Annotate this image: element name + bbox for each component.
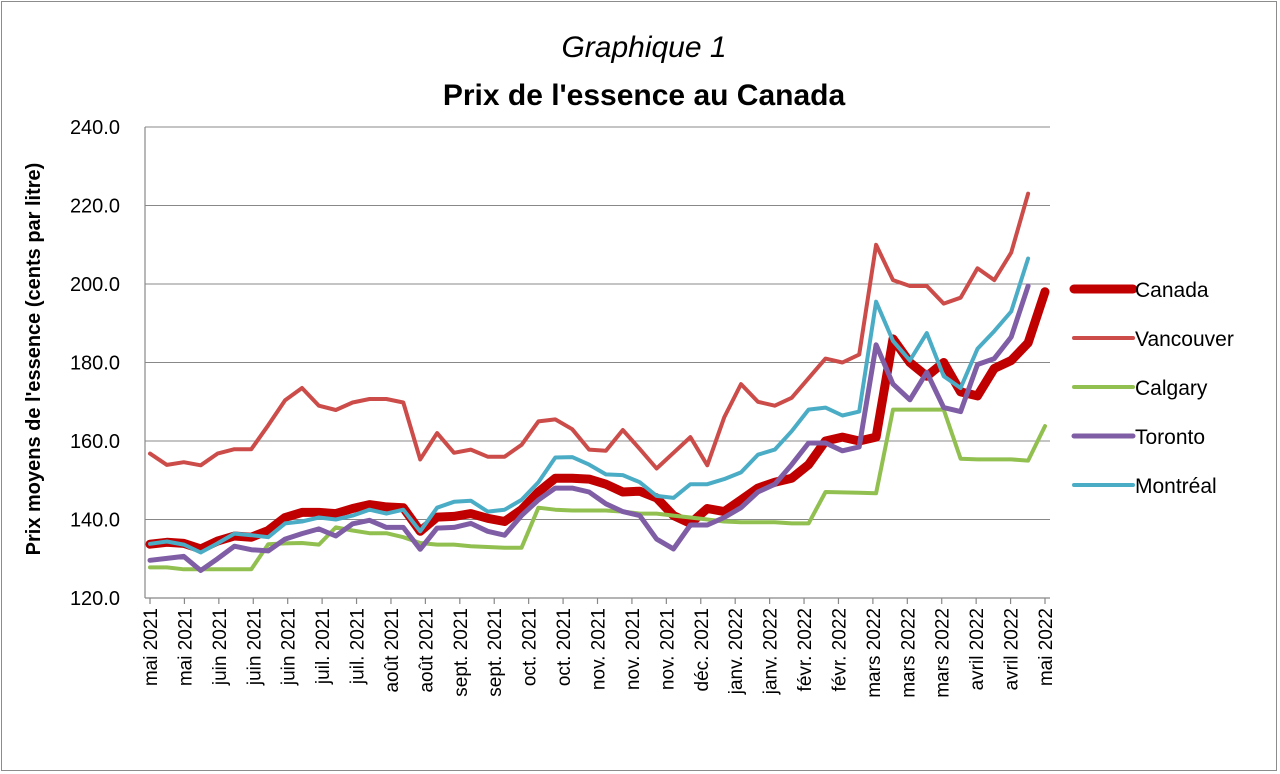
x-tick-label: mai 2021	[141, 608, 162, 686]
x-tick-label: avril 2022	[967, 608, 988, 690]
x-tick-label: avril 2022	[1002, 608, 1023, 690]
x-tick-label: sept. 2021	[485, 608, 506, 697]
series-lines	[145, 191, 1050, 573]
legend: Canada Vancouver Calgary Toronto Montréal	[1069, 279, 1234, 498]
legend-label-montreal: Montréal	[1135, 475, 1217, 498]
y-tick-label: 220.0	[70, 196, 120, 218]
grid-lines	[144, 126, 1050, 599]
x-axis-ticks: mai 2021 mai 2021 juin 2021 juin 2021 juin 2…	[141, 598, 1057, 698]
x-tick-label: juin 2021	[279, 608, 300, 686]
series-line-vancouver	[148, 191, 1031, 471]
y-tick-label: 180.0	[70, 353, 120, 375]
x-tick-label: mars 2022	[864, 608, 885, 698]
series-line-toronto	[147, 283, 1031, 573]
x-tick-label: déc. 2021	[692, 608, 713, 691]
y-axis-ticks: 120.0 140.0 160.0 180.0 200.0 220.0 240.0	[70, 117, 120, 610]
x-tick-label: févr. 2022	[829, 608, 850, 691]
y-axis-label: Prix moyens de l'essence (cents par litr…	[23, 163, 45, 556]
x-tick-label: nov. 2021	[657, 608, 678, 690]
x-tick-label: janv. 2022	[761, 608, 782, 695]
x-tick-label: juil. 2021	[348, 608, 369, 685]
x-tick-label: sept. 2021	[451, 608, 472, 697]
chart-subtitle: Graphique 1	[561, 31, 726, 64]
x-tick-label: nov. 2021	[623, 608, 644, 690]
x-tick-label: févr. 2022	[795, 608, 816, 691]
legend-label-toronto: Toronto	[1135, 426, 1205, 449]
y-tick-label: 200.0	[70, 274, 120, 296]
x-tick-label: août 2021	[416, 608, 437, 693]
series-line-montreal	[148, 256, 1031, 555]
y-tick-label: 160.0	[70, 431, 120, 453]
x-tick-label: mai 2022	[1036, 608, 1057, 686]
x-tick-label: août 2021	[382, 608, 403, 693]
series-line-calgary	[148, 407, 1047, 572]
x-tick-label: janv. 2022	[726, 608, 747, 695]
y-tick-label: 240.0	[70, 117, 120, 139]
x-tick-label: juil. 2021	[313, 608, 334, 685]
chart-title: Prix de l'essence au Canada	[443, 79, 846, 112]
legend-label-vancouver: Vancouver	[1135, 328, 1234, 351]
x-tick-label: mars 2022	[933, 608, 954, 698]
x-tick-label: juin 2021	[210, 608, 231, 686]
x-tick-label: oct. 2021	[520, 608, 541, 686]
x-tick-label: oct. 2021	[554, 608, 575, 686]
x-tick-label: juin 2021	[244, 608, 265, 686]
y-tick-label: 120.0	[70, 588, 120, 610]
x-tick-label: nov. 2021	[589, 608, 610, 690]
x-tick-label: mai 2021	[175, 608, 196, 686]
x-tick-label: mars 2022	[898, 608, 919, 698]
legend-label-calgary: Calgary	[1135, 377, 1208, 400]
legend-label-canada: Canada	[1135, 279, 1209, 302]
y-tick-label: 140.0	[70, 510, 120, 532]
